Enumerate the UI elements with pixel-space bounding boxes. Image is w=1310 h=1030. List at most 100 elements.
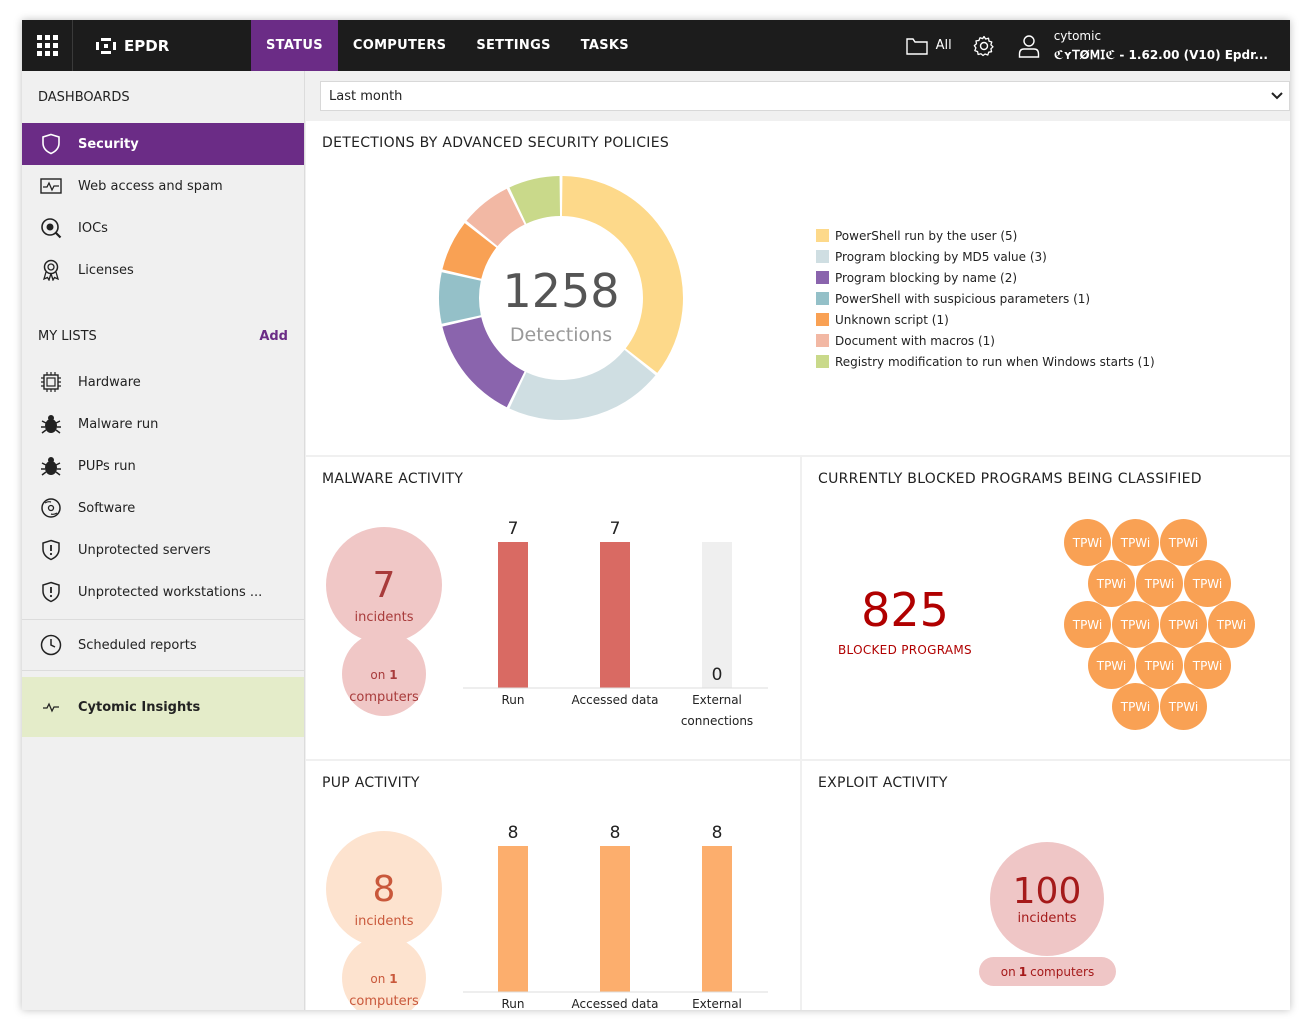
apps-grid-button[interactable] xyxy=(22,20,73,71)
donut-slice[interactable] xyxy=(442,317,525,408)
incidents-count: 8 xyxy=(373,869,396,910)
legend-item: Registry modification to run when Window… xyxy=(816,351,1155,372)
folder-filter-button[interactable]: All xyxy=(905,37,952,55)
legend-swatch xyxy=(816,250,829,263)
sidebar-item-scheduled-reports[interactable]: Scheduled reports xyxy=(22,620,304,670)
sidebar-item-unprotected-servers[interactable]: Unprotected servers xyxy=(22,529,304,571)
blocked-program-tile[interactable]: TPWi xyxy=(1136,560,1183,607)
sidebar-item-licenses[interactable]: Licenses xyxy=(22,249,304,291)
blocked-program-tile[interactable]: TPWi xyxy=(1112,519,1159,566)
blocked-program-tile[interactable]: TPWi xyxy=(1088,560,1135,607)
user-account-detail: ℭʏ𝖳Ø𝖬𝖨ℭ - 1.62.00 (V10) Epdr... xyxy=(1053,47,1268,62)
brand-name: EPDR xyxy=(124,36,170,55)
sidebar-item-label: Security xyxy=(78,136,139,152)
ioc-search-icon xyxy=(40,217,62,239)
blocked-programs-panel[interactable]: CURRENTLY BLOCKED PROGRAMS BEING CLASSIF… xyxy=(802,457,1290,759)
incidents-label: incidents xyxy=(355,610,414,625)
app-window: EPDR STATUS COMPUTERS SETTINGS TASKS All xyxy=(22,20,1290,1010)
bar-value-label: 8 xyxy=(712,823,723,843)
panel-title: CURRENTLY BLOCKED PROGRAMS BEING CLASSIF… xyxy=(818,471,1202,487)
exploit-activity-panel[interactable]: EXPLOIT ACTIVITY 100 incidents on 1 comp… xyxy=(802,761,1290,1010)
bug-icon xyxy=(40,413,62,435)
blocked-program-tile[interactable]: TPWi xyxy=(1064,519,1111,566)
exploit-incidents-label: incidents xyxy=(1017,910,1077,926)
add-list-button[interactable]: Add xyxy=(259,328,288,344)
shield-icon xyxy=(40,133,62,155)
blocked-program-tile[interactable]: TPWi xyxy=(1112,601,1159,648)
malware-activity-panel[interactable]: MALWARE ACTIVITY 7 incidents on 1 comput… xyxy=(306,457,800,759)
detections-total: 1258 xyxy=(502,264,619,318)
donut-slice[interactable] xyxy=(442,223,497,279)
sidebar-item-security[interactable]: Security xyxy=(22,123,304,165)
sidebar-item-cytomic-insights[interactable]: Cytomic Insights xyxy=(22,677,304,737)
donut-slice[interactable] xyxy=(561,176,683,373)
legend-swatch xyxy=(816,292,829,305)
blocked-program-tile[interactable]: TPWi xyxy=(1208,601,1255,648)
pup-activity-panel[interactable]: PUP ACTIVITY 8 incidents on 1 computers … xyxy=(306,761,800,1010)
sidebar-item-hardware[interactable]: Hardware xyxy=(22,361,304,403)
chip-icon xyxy=(40,371,62,393)
brand-logo[interactable]: EPDR xyxy=(96,20,169,71)
date-range-select[interactable]: Last month xyxy=(320,81,1290,111)
legend-item: PowerShell run by the user (5) xyxy=(816,225,1155,246)
bar[interactable] xyxy=(702,846,732,992)
bar[interactable] xyxy=(600,542,630,688)
sidebar-item-label: Malware run xyxy=(78,416,159,432)
legend-item: Unknown script (1) xyxy=(816,309,1155,330)
sidebar-item-iocs[interactable]: IOCs xyxy=(22,207,304,249)
bar-value-label: 0 xyxy=(712,665,723,685)
sidebar-divider xyxy=(22,670,304,671)
blocked-program-tile[interactable]: TPWi xyxy=(1064,601,1111,648)
sidebar-item-malware-run[interactable]: Malware run xyxy=(22,403,304,445)
blocked-program-tile[interactable]: TPWi xyxy=(1184,642,1231,689)
blocked-program-tile[interactable]: TPWi xyxy=(1160,683,1207,730)
donut-slice[interactable] xyxy=(509,176,561,224)
malware-activity-chart: 7 incidents on 1 computers 7 Run 7 Accessed… xyxy=(326,519,768,728)
settings-button[interactable] xyxy=(972,34,996,58)
sidebar-item-pups-run[interactable]: PUPs run xyxy=(22,445,304,487)
user-name: cytomic xyxy=(1053,28,1102,43)
bar[interactable] xyxy=(600,846,630,992)
bar[interactable] xyxy=(498,542,528,688)
gear-icon xyxy=(973,35,994,56)
sidebar-item-unprotected-workstations[interactable]: Unprotected workstations ... xyxy=(22,571,304,613)
bar-track xyxy=(702,542,732,688)
my-lists-title: MY LISTS xyxy=(38,328,97,344)
main-nav: STATUS COMPUTERS SETTINGS TASKS xyxy=(251,20,644,71)
tab-computers[interactable]: COMPUTERS xyxy=(352,38,447,53)
apps-grid-icon xyxy=(36,35,58,56)
detections-legend: PowerShell run by the user (5) Program b… xyxy=(816,225,1155,372)
blocked-program-tile[interactable]: TPWi xyxy=(1184,560,1231,607)
tab-status[interactable]: STATUS xyxy=(251,20,338,71)
legend-swatch xyxy=(816,355,829,368)
blocked-program-tile[interactable]: TPWi xyxy=(1088,642,1135,689)
user-menu[interactable]: cytomic ℭʏ𝖳Ø𝖬𝖨ℭ - 1.62.00 (V10) Epdr... xyxy=(1018,27,1268,65)
panel-title: PUP ACTIVITY xyxy=(322,775,420,791)
topbar-right: All cytomic ℭʏ𝖳Ø𝖬𝖨ℭ - 1.62.00 (V10) Epdr… xyxy=(905,20,1290,71)
tab-settings[interactable]: SETTINGS xyxy=(476,38,551,53)
computers-count: 1 xyxy=(1018,964,1028,979)
top-bar: EPDR STATUS COMPUTERS SETTINGS TASKS All xyxy=(22,20,1290,71)
blocked-program-tile[interactable]: TPWi xyxy=(1160,519,1207,566)
alert-shield-icon xyxy=(40,539,62,561)
blocked-program-tile[interactable]: TPWi xyxy=(1112,683,1159,730)
blocked-program-tile[interactable]: TPWi xyxy=(1160,601,1207,648)
bar[interactable] xyxy=(498,846,528,992)
sidebar-item-web-access[interactable]: Web access and spam xyxy=(22,165,304,207)
donut-slice[interactable] xyxy=(466,188,525,247)
software-disc-icon xyxy=(40,497,62,519)
donut-slice[interactable] xyxy=(509,349,656,420)
legend-label: Registry modification to run when Window… xyxy=(835,354,1155,369)
incidents-label: incidents xyxy=(355,914,414,929)
bar-category-label: Run xyxy=(501,997,524,1010)
sidebar-item-label: IOCs xyxy=(78,220,108,236)
detections-total-label: Detections xyxy=(510,324,612,346)
blocked-program-tile[interactable]: TPWi xyxy=(1136,642,1183,689)
epdr-logo-icon xyxy=(96,37,116,54)
panel-title: EXPLOIT ACTIVITY xyxy=(818,775,948,791)
tab-tasks[interactable]: TASKS xyxy=(580,38,629,53)
sidebar-item-software[interactable]: Software xyxy=(22,487,304,529)
legend-swatch xyxy=(816,229,829,242)
donut-slice[interactable] xyxy=(439,272,481,324)
legend-item: Document with macros (1) xyxy=(816,330,1155,351)
